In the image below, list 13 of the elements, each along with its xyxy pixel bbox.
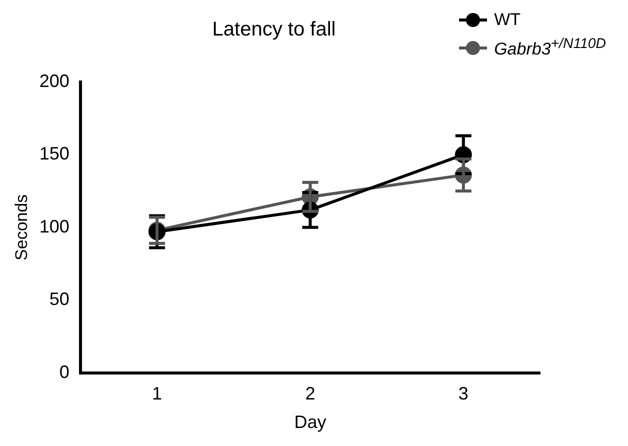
legend-label: WT: [494, 10, 521, 30]
y-tick-label: 150: [39, 144, 70, 164]
x-axis-title: Day: [294, 412, 326, 432]
y-tick-label: 100: [39, 216, 70, 236]
y-tick-label: 50: [49, 289, 70, 310]
y-tick-label: 200: [39, 70, 70, 91]
chart-title: Latency to fall: [212, 18, 336, 41]
x-tick-label: 1: [152, 384, 162, 404]
y-tick-label: 0: [59, 362, 70, 382]
x-tick-label: 3: [458, 384, 468, 404]
x-tick-label: 2: [305, 384, 316, 404]
legend-label: Gabrb3$^{+/N110D}$: [494, 36, 606, 60]
y-axis-title: Seconds: [12, 194, 31, 260]
